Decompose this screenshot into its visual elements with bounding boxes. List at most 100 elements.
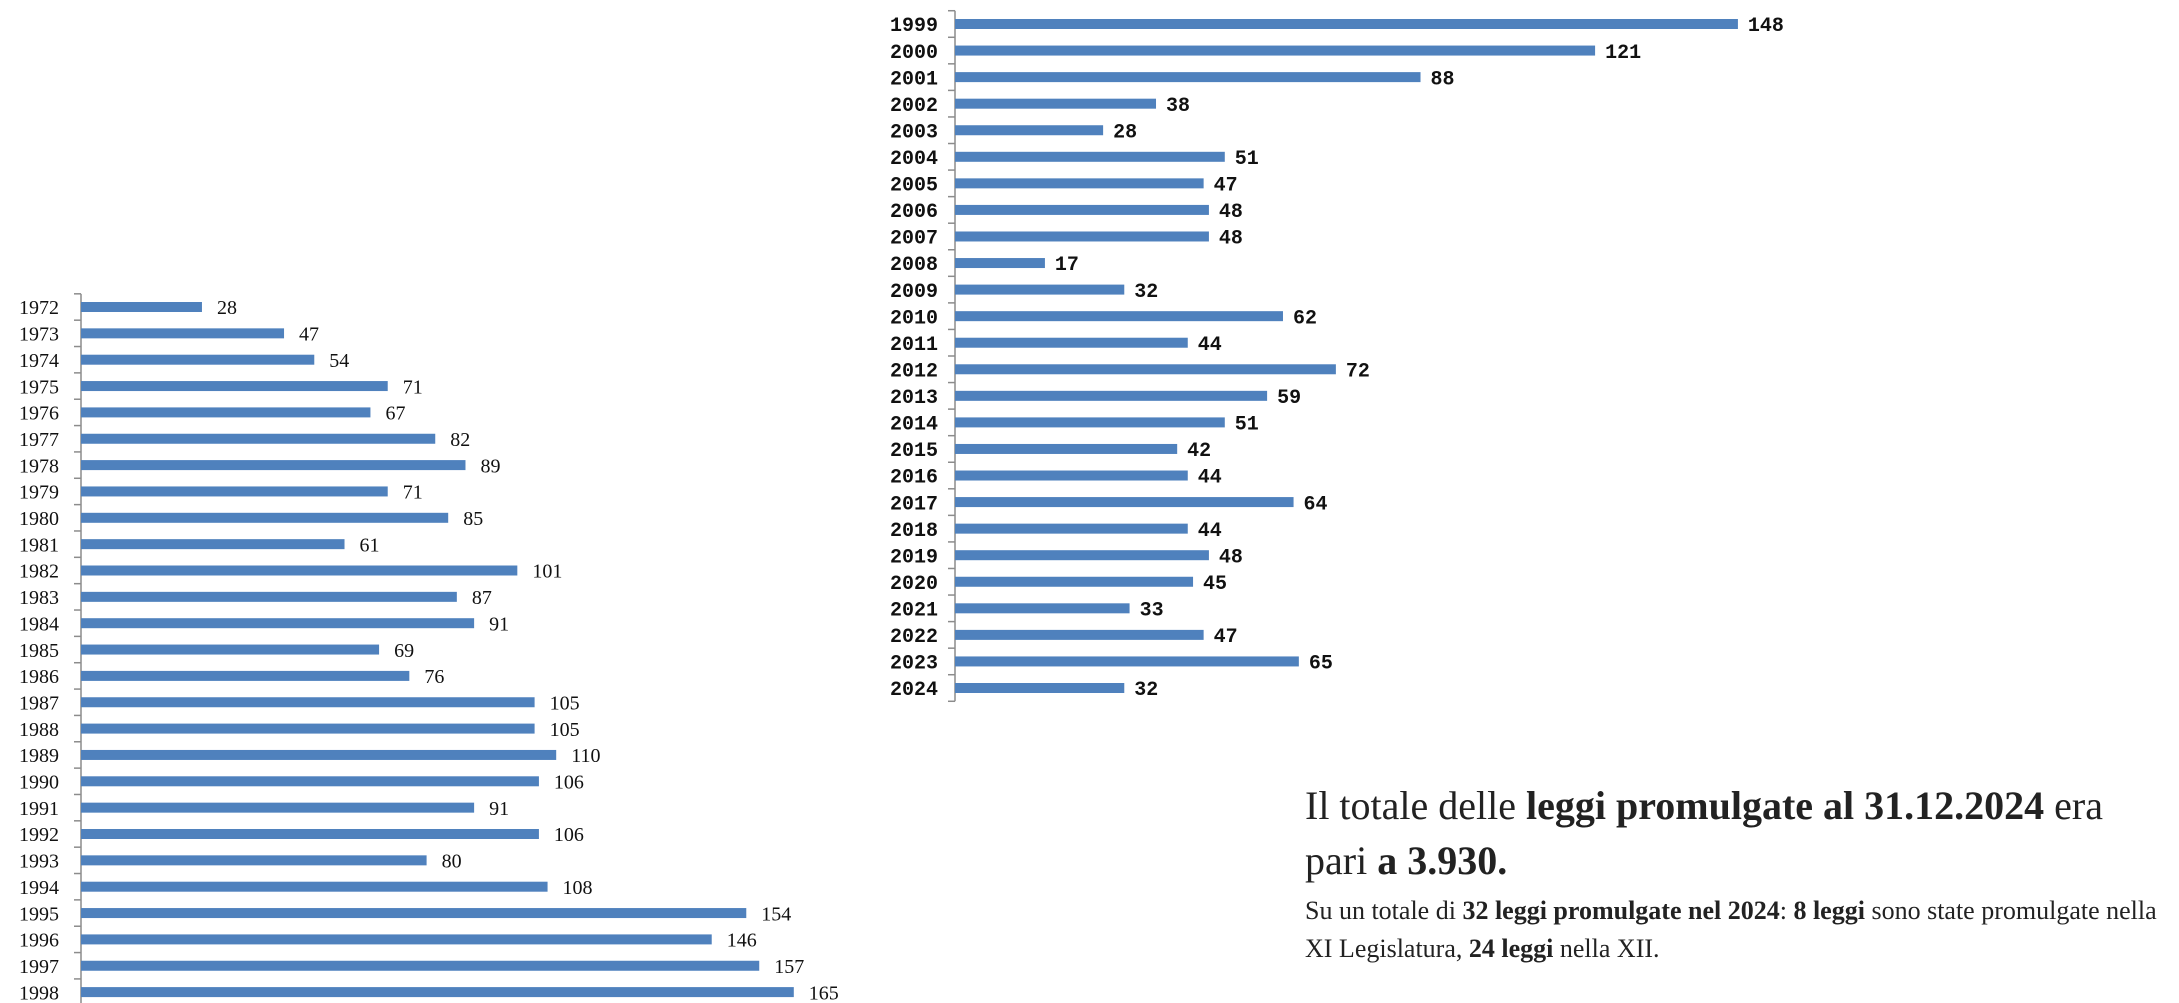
- bar-1974: [81, 354, 315, 365]
- data-label-2024: 32: [1134, 679, 1158, 702]
- data-label-2019: 48: [1219, 546, 1243, 569]
- data-label-2017: 64: [1304, 493, 1328, 516]
- tick-label-1992: 1992: [19, 824, 59, 846]
- bar-2019: [955, 550, 1209, 561]
- bar-1991: [81, 802, 475, 813]
- tick-label-2014: 2014: [890, 414, 938, 437]
- tick-label-2015: 2015: [890, 440, 938, 463]
- tick-label-1981: 1981: [19, 534, 59, 556]
- detail-3: :: [1779, 896, 1794, 925]
- data-label-2012: 72: [1346, 360, 1370, 383]
- detail-1: Su un totale di: [1305, 896, 1463, 925]
- data-label-2006: 48: [1219, 201, 1243, 224]
- data-label-2011: 44: [1198, 334, 1222, 357]
- data-label-1974: 54: [329, 350, 349, 372]
- data-label-2004: 51: [1235, 148, 1259, 171]
- bar-1997: [81, 960, 760, 971]
- tick-label-2001: 2001: [890, 68, 938, 91]
- data-label-1989: 110: [571, 745, 600, 767]
- tick-label-2012: 2012: [890, 360, 938, 383]
- bar-2016: [955, 470, 1188, 481]
- tick-label-2021: 2021: [890, 600, 938, 623]
- bar-1989: [81, 749, 557, 760]
- data-label-1999: 148: [1748, 15, 1784, 38]
- data-label-1992: 106: [554, 824, 584, 846]
- data-label-1995: 154: [761, 903, 791, 925]
- data-label-2003: 28: [1113, 121, 1137, 144]
- bar-1976: [81, 407, 371, 418]
- bar-2024: [955, 683, 1125, 693]
- bar-2005: [955, 178, 1204, 189]
- bar-1977: [81, 433, 436, 444]
- tick-label-1990: 1990: [19, 772, 59, 794]
- tick-label-2010: 2010: [890, 307, 938, 330]
- tick-label-1977: 1977: [19, 429, 59, 451]
- tick-label-2016: 2016: [890, 467, 938, 490]
- tick-label-1982: 1982: [19, 561, 59, 583]
- bar-2017: [955, 497, 1294, 508]
- tick-label-1995: 1995: [19, 903, 59, 925]
- detail-2: 32 leggi promulgate nel 2024: [1462, 896, 1780, 925]
- bar-1996: [81, 934, 712, 945]
- summary-total-post: era: [2044, 783, 2103, 828]
- data-label-1985: 69: [394, 640, 414, 662]
- bar-2001: [955, 72, 1421, 83]
- bar-1981: [81, 539, 345, 550]
- tick-label-2007: 2007: [890, 228, 938, 251]
- summary-total: Il totale delle leggi promulgate al 31.1…: [1305, 778, 2165, 888]
- bar-2013: [955, 390, 1268, 401]
- bar-1980: [81, 512, 449, 523]
- bar-2023: [955, 656, 1299, 667]
- tick-label-1986: 1986: [19, 666, 59, 688]
- bar-2011: [955, 337, 1188, 348]
- tick-label-1980: 1980: [19, 508, 59, 530]
- data-label-1990: 106: [554, 772, 584, 794]
- detail-7: nella XII.: [1553, 934, 1660, 963]
- bar-2009: [955, 284, 1125, 295]
- tick-label-2008: 2008: [890, 254, 938, 277]
- tick-label-2020: 2020: [890, 573, 938, 596]
- data-label-2016: 44: [1198, 467, 1222, 490]
- bar-2014: [955, 417, 1225, 428]
- tick-label-2002: 2002: [890, 95, 938, 118]
- tick-label-2022: 2022: [890, 626, 938, 649]
- tick-label-1991: 1991: [19, 798, 59, 820]
- data-label-1977: 82: [450, 429, 470, 451]
- summary-total-pre: Il totale delle: [1305, 783, 1527, 828]
- bar-1985: [81, 644, 380, 655]
- data-label-1972: 28: [217, 297, 237, 319]
- data-label-2000: 121: [1605, 42, 1641, 65]
- data-label-2021: 33: [1140, 600, 1164, 623]
- data-label-1983: 87: [472, 587, 492, 609]
- data-label-1973: 47: [299, 324, 319, 346]
- tick-label-1974: 1974: [19, 350, 59, 372]
- data-label-1984: 91: [489, 613, 509, 635]
- bar-2000: [955, 45, 1596, 56]
- tick-label-2004: 2004: [890, 148, 938, 171]
- data-label-1991: 91: [489, 798, 509, 820]
- data-label-1998: 165: [809, 982, 839, 1003]
- tick-label-1994: 1994: [19, 877, 59, 899]
- tick-label-2000: 2000: [890, 42, 938, 65]
- bar-1983: [81, 591, 457, 602]
- bar-1992: [81, 829, 539, 839]
- bar-1987: [81, 697, 535, 708]
- bar-1994: [81, 881, 548, 892]
- data-label-2018: 44: [1198, 520, 1222, 543]
- bar-2010: [955, 311, 1283, 322]
- tick-label-2009: 2009: [890, 281, 938, 304]
- bar-1998: [81, 987, 794, 998]
- summary-pari: pari: [1305, 838, 1378, 883]
- bar-1988: [81, 723, 535, 734]
- data-label-1997: 157: [774, 956, 804, 978]
- data-label-1979: 71: [403, 482, 423, 504]
- data-label-1978: 89: [480, 455, 500, 477]
- tick-label-1996: 1996: [19, 930, 59, 952]
- data-label-2008: 17: [1055, 254, 1079, 277]
- tick-label-2017: 2017: [890, 493, 938, 516]
- bar-1973: [81, 328, 285, 339]
- detail-5: sono state promulgate nella XI Legislatu…: [1305, 896, 2157, 963]
- bar-1986: [81, 670, 410, 681]
- data-label-1975: 71: [403, 376, 423, 398]
- detail-4: 8 leggi: [1793, 896, 1865, 925]
